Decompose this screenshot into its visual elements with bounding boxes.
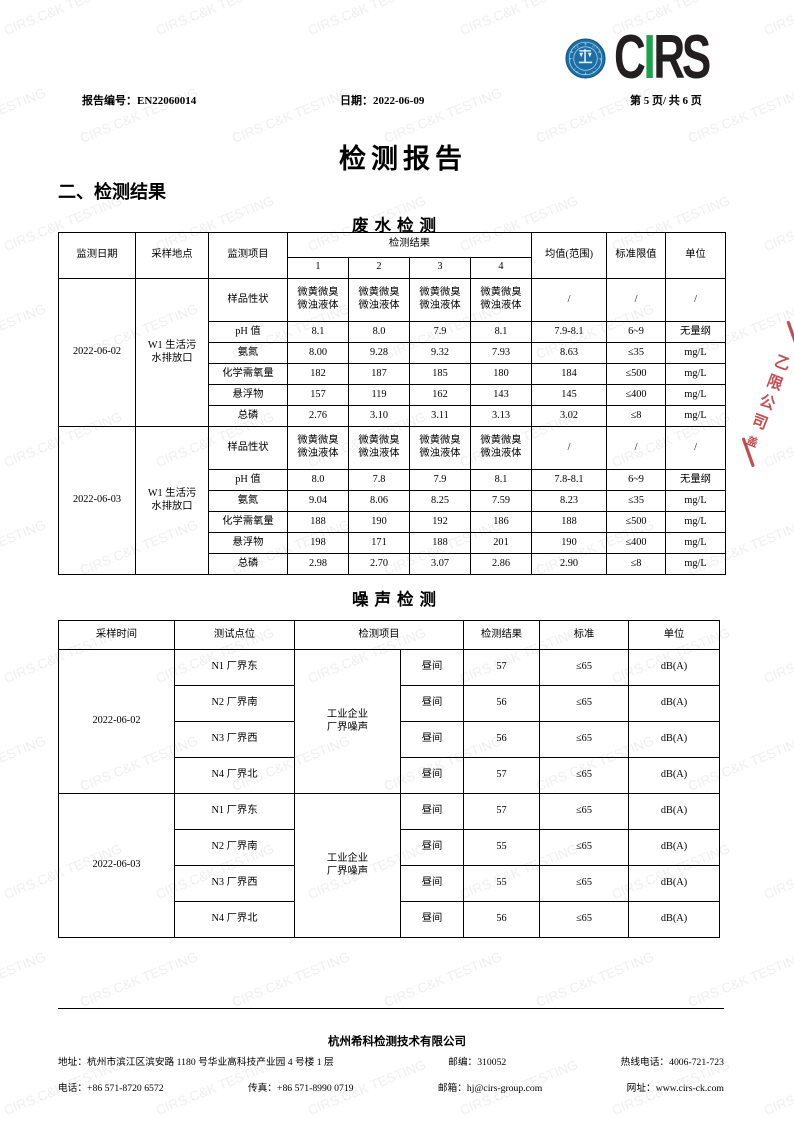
svg-text:&: & [585, 71, 587, 75]
svg-text:E: E [571, 50, 573, 54]
svg-text:N: N [592, 44, 594, 48]
svg-text:乙: 乙 [772, 353, 793, 374]
svg-text:K: K [576, 69, 578, 73]
svg-text:限: 限 [764, 372, 785, 395]
svg-text:S: S [576, 44, 578, 48]
svg-text:S: S [600, 57, 602, 61]
svg-text:盖: 盖 [745, 433, 760, 450]
svg-text:公: 公 [757, 391, 778, 414]
svg-text:司: 司 [749, 411, 770, 433]
svg-text:A: A [598, 50, 600, 54]
svg-text:T: T [569, 57, 571, 61]
